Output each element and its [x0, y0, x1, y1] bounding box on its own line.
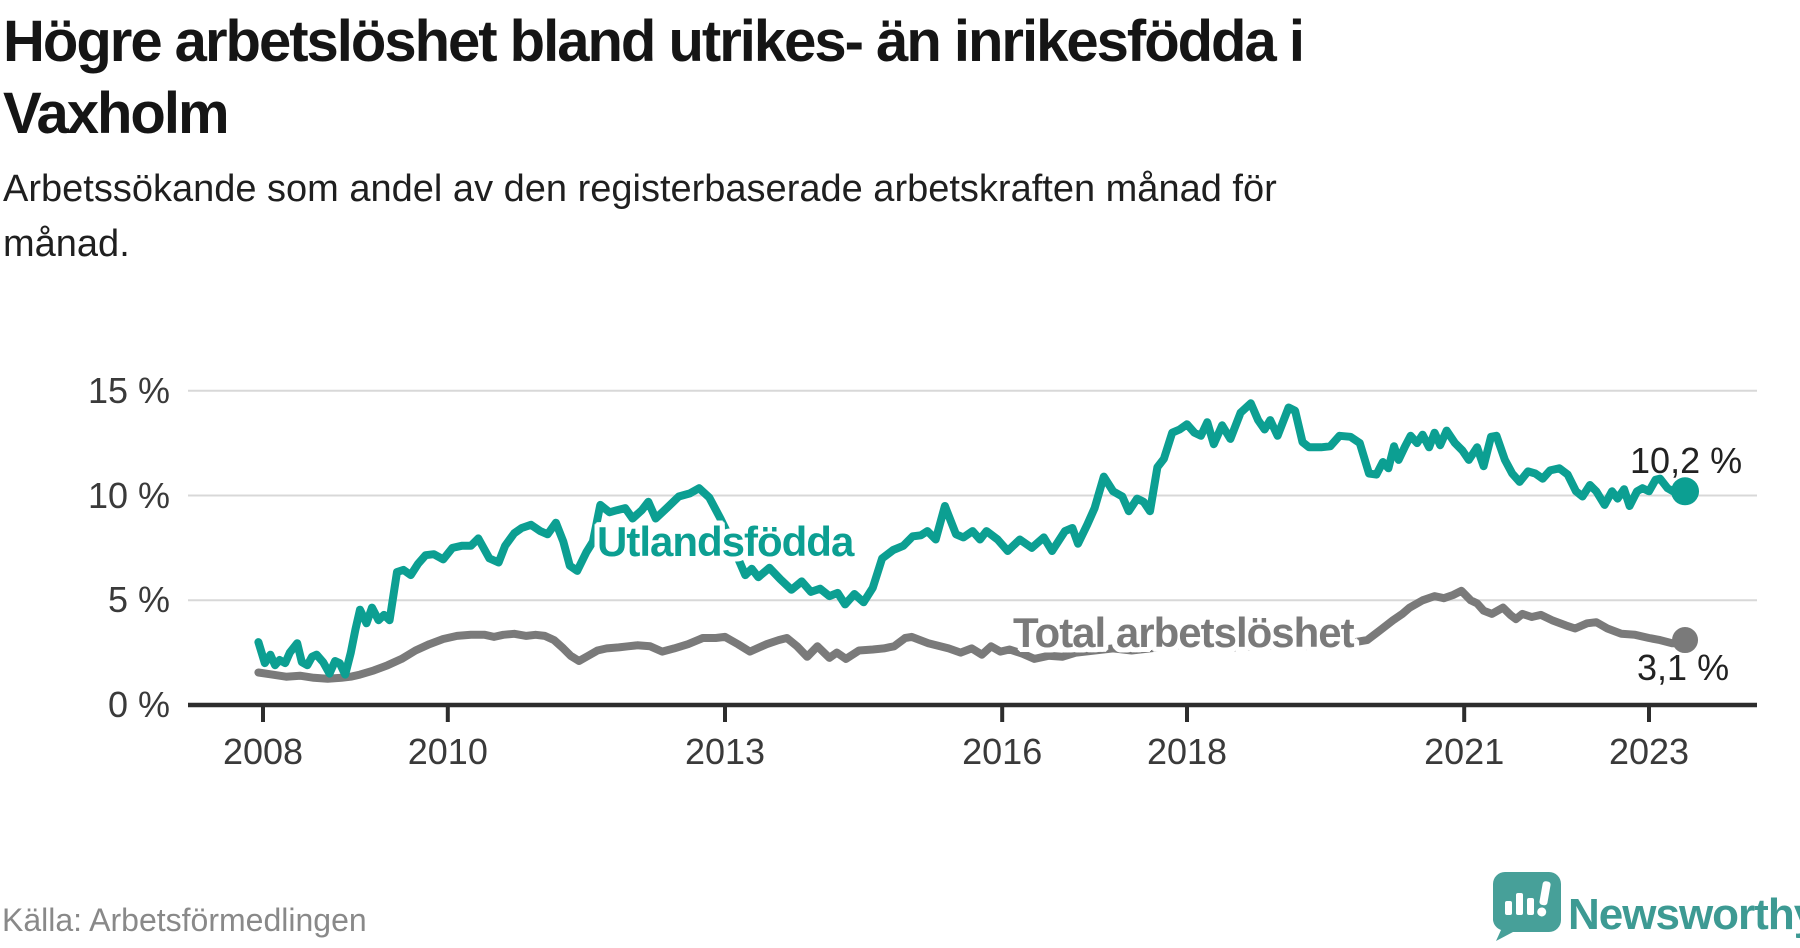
- x-axis-label: 2008: [222, 731, 304, 772]
- x-axis-label: 2013: [684, 731, 766, 772]
- end-value-label: 10,2 %: [1630, 440, 1743, 482]
- y-axis-label: 0 %: [107, 684, 170, 725]
- y-axis-label: 10 %: [87, 474, 170, 516]
- source-note: Källa: Arbetsförmedlingen: [2, 902, 367, 938]
- newsworthy-logo-icon: [1493, 872, 1561, 941]
- series-label-total-arbetsloshet: Total arbetslöshet: [1013, 609, 1355, 656]
- x-axis-label: 2016: [962, 731, 1043, 772]
- y-axis-label: 15 %: [87, 369, 170, 411]
- series-end-dot: [1671, 477, 1700, 506]
- newsworthy-wordmark: Newsworthy: [1568, 890, 1800, 939]
- end-value-label: 3,1 %: [1637, 647, 1730, 689]
- x-axis-label: 2010: [407, 731, 488, 772]
- series-label-utlandsfodda: Utlandsfödda: [597, 518, 854, 565]
- x-axis-label: 2023: [1608, 731, 1690, 772]
- series-line-utlandsf-dda: [254, 399, 1689, 679]
- newsworthy-brand: Newsworthy: [1491, 871, 1800, 941]
- chart-subtitle: Arbetssökande som andel av den registerb…: [3, 168, 1277, 266]
- series-line-total-arbetsl-shet: [254, 586, 1689, 683]
- x-axis-label: 2021: [1424, 731, 1505, 772]
- page-title: Högre arbetslöshet bland utrikes- än inr…: [3, 9, 1305, 146]
- y-axis-label: 5 %: [107, 579, 170, 621]
- series-end-dot: [1672, 627, 1699, 654]
- x-axis-label: 2018: [1146, 731, 1228, 772]
